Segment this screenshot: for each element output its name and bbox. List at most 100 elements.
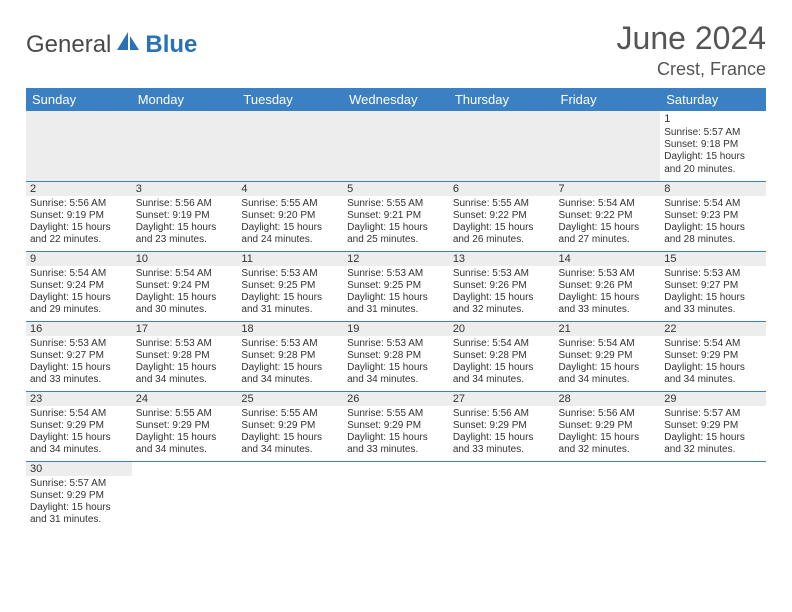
calendar-day: 29Sunrise: 5:57 AMSunset: 9:29 PMDayligh…	[660, 391, 766, 461]
day-info-line: and 33 minutes.	[664, 304, 762, 316]
day-info-line: and 26 minutes.	[453, 234, 551, 246]
day-info-line: Sunrise: 5:53 AM	[30, 338, 128, 350]
day-info-line: Daylight: 15 hours	[30, 222, 128, 234]
calendar-week: 9Sunrise: 5:54 AMSunset: 9:24 PMDaylight…	[26, 251, 766, 321]
day-info-line: Sunrise: 5:54 AM	[453, 338, 551, 350]
day-info-line: Sunrise: 5:53 AM	[136, 338, 234, 350]
day-info-line: Sunset: 9:27 PM	[664, 280, 762, 292]
day-info-line: and 22 minutes.	[30, 234, 128, 246]
day-number: 28	[555, 392, 661, 406]
day-header: Thursday	[449, 88, 555, 111]
day-number: 2	[26, 182, 132, 196]
day-info-line: Sunset: 9:22 PM	[559, 210, 657, 222]
day-info-line: and 24 minutes.	[241, 234, 339, 246]
title-block: June 2024 Crest, France	[617, 20, 766, 80]
day-number: 1	[664, 113, 762, 127]
calendar-table: SundayMondayTuesdayWednesdayThursdayFrid…	[26, 88, 766, 531]
calendar-day: 22Sunrise: 5:54 AMSunset: 9:29 PMDayligh…	[660, 321, 766, 391]
day-info-line: and 27 minutes.	[559, 234, 657, 246]
day-info-line: Sunset: 9:22 PM	[453, 210, 551, 222]
calendar-day: 7Sunrise: 5:54 AMSunset: 9:22 PMDaylight…	[555, 181, 661, 251]
day-number: 11	[237, 252, 343, 266]
day-number: 5	[343, 182, 449, 196]
day-info-line: Sunrise: 5:53 AM	[347, 338, 445, 350]
day-info-line: Sunrise: 5:53 AM	[241, 338, 339, 350]
day-info-line: Sunrise: 5:56 AM	[559, 408, 657, 420]
calendar-body: 1Sunrise: 5:57 AMSunset: 9:18 PMDaylight…	[26, 111, 766, 531]
day-number: 30	[26, 462, 132, 476]
day-info-line: Sunset: 9:23 PM	[664, 210, 762, 222]
day-number: 10	[132, 252, 238, 266]
day-info-line: Sunset: 9:29 PM	[136, 420, 234, 432]
calendar-day: 1Sunrise: 5:57 AMSunset: 9:18 PMDaylight…	[660, 111, 766, 181]
day-info-line: Sunset: 9:24 PM	[136, 280, 234, 292]
day-info-line: Daylight: 15 hours	[347, 292, 445, 304]
calendar-day: 14Sunrise: 5:53 AMSunset: 9:26 PMDayligh…	[555, 251, 661, 321]
day-info-line: Sunrise: 5:54 AM	[664, 198, 762, 210]
day-info-line: Daylight: 15 hours	[453, 222, 551, 234]
day-number: 3	[132, 182, 238, 196]
day-number: 13	[449, 252, 555, 266]
day-info-line: and 31 minutes.	[241, 304, 339, 316]
calendar-empty	[132, 111, 238, 181]
calendar-header-row: SundayMondayTuesdayWednesdayThursdayFrid…	[26, 88, 766, 111]
day-header: Sunday	[26, 88, 132, 111]
day-info-line: and 32 minutes.	[453, 304, 551, 316]
calendar-empty	[132, 461, 238, 531]
calendar-day: 18Sunrise: 5:53 AMSunset: 9:28 PMDayligh…	[237, 321, 343, 391]
day-number: 27	[449, 392, 555, 406]
calendar-day: 25Sunrise: 5:55 AMSunset: 9:29 PMDayligh…	[237, 391, 343, 461]
day-info-line: Sunset: 9:25 PM	[347, 280, 445, 292]
calendar-day: 24Sunrise: 5:55 AMSunset: 9:29 PMDayligh…	[132, 391, 238, 461]
sail-icon	[115, 30, 141, 59]
day-info-line: Daylight: 15 hours	[30, 502, 128, 514]
day-number: 15	[660, 252, 766, 266]
day-info-line: and 34 minutes.	[30, 444, 128, 456]
calendar-empty	[660, 461, 766, 531]
day-info-line: and 34 minutes.	[136, 444, 234, 456]
brand-word-2: Blue	[145, 31, 197, 59]
day-info-line: and 32 minutes.	[664, 444, 762, 456]
calendar-day: 26Sunrise: 5:55 AMSunset: 9:29 PMDayligh…	[343, 391, 449, 461]
day-info-line: Sunset: 9:21 PM	[347, 210, 445, 222]
calendar-day: 20Sunrise: 5:54 AMSunset: 9:28 PMDayligh…	[449, 321, 555, 391]
calendar-day: 11Sunrise: 5:53 AMSunset: 9:25 PMDayligh…	[237, 251, 343, 321]
day-info-line: Daylight: 15 hours	[664, 292, 762, 304]
calendar-week: 1Sunrise: 5:57 AMSunset: 9:18 PMDaylight…	[26, 111, 766, 181]
day-info-line: Daylight: 15 hours	[664, 222, 762, 234]
day-info-line: Sunset: 9:29 PM	[559, 350, 657, 362]
day-info-line: Sunrise: 5:55 AM	[453, 198, 551, 210]
calendar-week: 30Sunrise: 5:57 AMSunset: 9:29 PMDayligh…	[26, 461, 766, 531]
day-number: 6	[449, 182, 555, 196]
calendar-day: 15 Sunrise: 5:53 AMSunset: 9:27 PMDayligh…	[660, 251, 766, 321]
day-info-line: Sunrise: 5:54 AM	[559, 338, 657, 350]
day-info-line: and 25 minutes.	[347, 234, 445, 246]
day-info-line: Sunrise: 5:53 AM	[664, 268, 762, 280]
calendar-day: 21Sunrise: 5:54 AMSunset: 9:29 PMDayligh…	[555, 321, 661, 391]
day-info-line: Sunset: 9:29 PM	[559, 420, 657, 432]
calendar-day: 4Sunrise: 5:55 AMSunset: 9:20 PMDaylight…	[237, 181, 343, 251]
calendar-day: 6 Sunrise: 5:55 AMSunset: 9:22 PMDaylight…	[449, 181, 555, 251]
day-number: 29	[660, 392, 766, 406]
day-info-line: Daylight: 15 hours	[30, 292, 128, 304]
calendar-empty	[237, 111, 343, 181]
calendar-day: 8Sunrise: 5:54 AMSunset: 9:23 PMDaylight…	[660, 181, 766, 251]
calendar-day: 5Sunrise: 5:55 AMSunset: 9:21 PMDaylight…	[343, 181, 449, 251]
calendar-week: 23Sunrise: 5:54 AMSunset: 9:29 PMDayligh…	[26, 391, 766, 461]
calendar-day: 19Sunrise: 5:53 AMSunset: 9:28 PMDayligh…	[343, 321, 449, 391]
day-info-line: Sunset: 9:26 PM	[559, 280, 657, 292]
day-info-line: Sunrise: 5:55 AM	[347, 198, 445, 210]
calendar-empty	[449, 111, 555, 181]
calendar-document: General Blue June 2024 Crest, France Sun…	[0, 0, 792, 541]
day-number: 12	[343, 252, 449, 266]
day-info-line: Sunrise: 5:54 AM	[664, 338, 762, 350]
day-info-line: Sunset: 9:29 PM	[664, 420, 762, 432]
day-info-line: Daylight: 15 hours	[453, 292, 551, 304]
day-header: Friday	[555, 88, 661, 111]
calendar-day: 12Sunrise: 5:53 AMSunset: 9:25 PMDayligh…	[343, 251, 449, 321]
day-info-line: and 33 minutes.	[30, 374, 128, 386]
calendar-day: 28 Sunrise: 5:56 AMSunset: 9:29 PMDayligh…	[555, 391, 661, 461]
day-info-line: Daylight: 15 hours	[559, 432, 657, 444]
day-info-line: Daylight: 15 hours	[559, 292, 657, 304]
day-number: 20	[449, 322, 555, 336]
